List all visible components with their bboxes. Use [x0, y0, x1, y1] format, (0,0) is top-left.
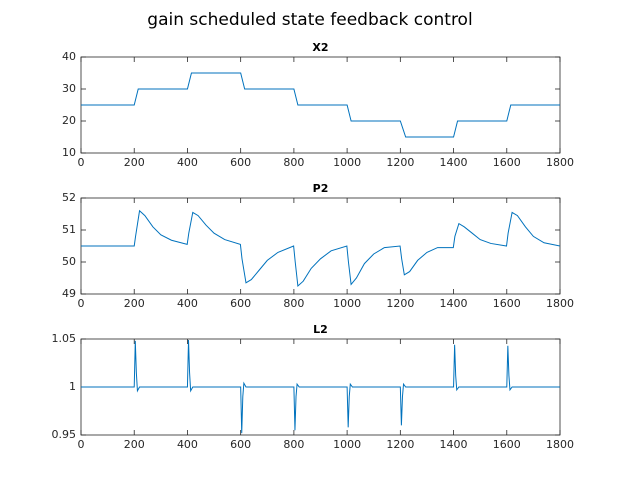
subplot-title: X2	[312, 41, 328, 54]
x-tick-label: 1600	[493, 297, 521, 310]
x-tick-label: 200	[124, 297, 145, 310]
x-tick-label: 1200	[386, 297, 414, 310]
y-tick-label: 49	[62, 287, 76, 300]
y-tick-label: 20	[62, 114, 76, 127]
x-tick-label: 0	[78, 156, 85, 169]
x-tick-label: 1600	[493, 156, 521, 169]
y-tick-label: 0.95	[52, 428, 77, 441]
x-tick-label: 0	[78, 438, 85, 451]
y-tick-label: 1.05	[52, 332, 77, 345]
subplot-title: P2	[313, 182, 329, 195]
y-tick-label: 50	[62, 255, 76, 268]
x-tick-label: 800	[283, 156, 304, 169]
y-tick-label: 1	[69, 380, 76, 393]
data-line	[81, 339, 560, 434]
x-tick-label: 1400	[440, 156, 468, 169]
subplot-title: L2	[313, 323, 328, 336]
x-tick-label: 800	[283, 438, 304, 451]
y-tick-label: 30	[62, 82, 76, 95]
y-tick-label: 52	[62, 191, 76, 204]
x-tick-label: 200	[124, 156, 145, 169]
x-tick-label: 400	[177, 438, 198, 451]
x-tick-label: 800	[283, 297, 304, 310]
x-tick-label: 1200	[386, 438, 414, 451]
x-tick-label: 1400	[440, 297, 468, 310]
data-line	[81, 209, 560, 288]
x-tick-label: 1000	[333, 156, 361, 169]
y-tick-label: 10	[62, 146, 76, 159]
x-tick-label: 1400	[440, 438, 468, 451]
x-tick-label: 1800	[546, 297, 574, 310]
x-tick-label: 200	[124, 438, 145, 451]
x-tick-label: 1000	[333, 297, 361, 310]
x-tick-label: 1600	[493, 438, 521, 451]
x-tick-label: 600	[230, 438, 251, 451]
x-tick-label: 1000	[333, 438, 361, 451]
x-tick-label: 400	[177, 156, 198, 169]
x-tick-label: 1800	[546, 438, 574, 451]
x-tick-label: 1800	[546, 156, 574, 169]
x-tick-label: 600	[230, 156, 251, 169]
data-line	[81, 72, 560, 138]
x-tick-label: 1200	[386, 156, 414, 169]
y-tick-label: 40	[62, 50, 76, 63]
x-tick-label: 600	[230, 297, 251, 310]
figure-title: gain scheduled state feedback control	[147, 10, 472, 30]
x-tick-label: 0	[78, 297, 85, 310]
x-tick-label: 400	[177, 297, 198, 310]
plot-area	[80, 197, 561, 295]
y-tick-label: 51	[62, 223, 76, 236]
